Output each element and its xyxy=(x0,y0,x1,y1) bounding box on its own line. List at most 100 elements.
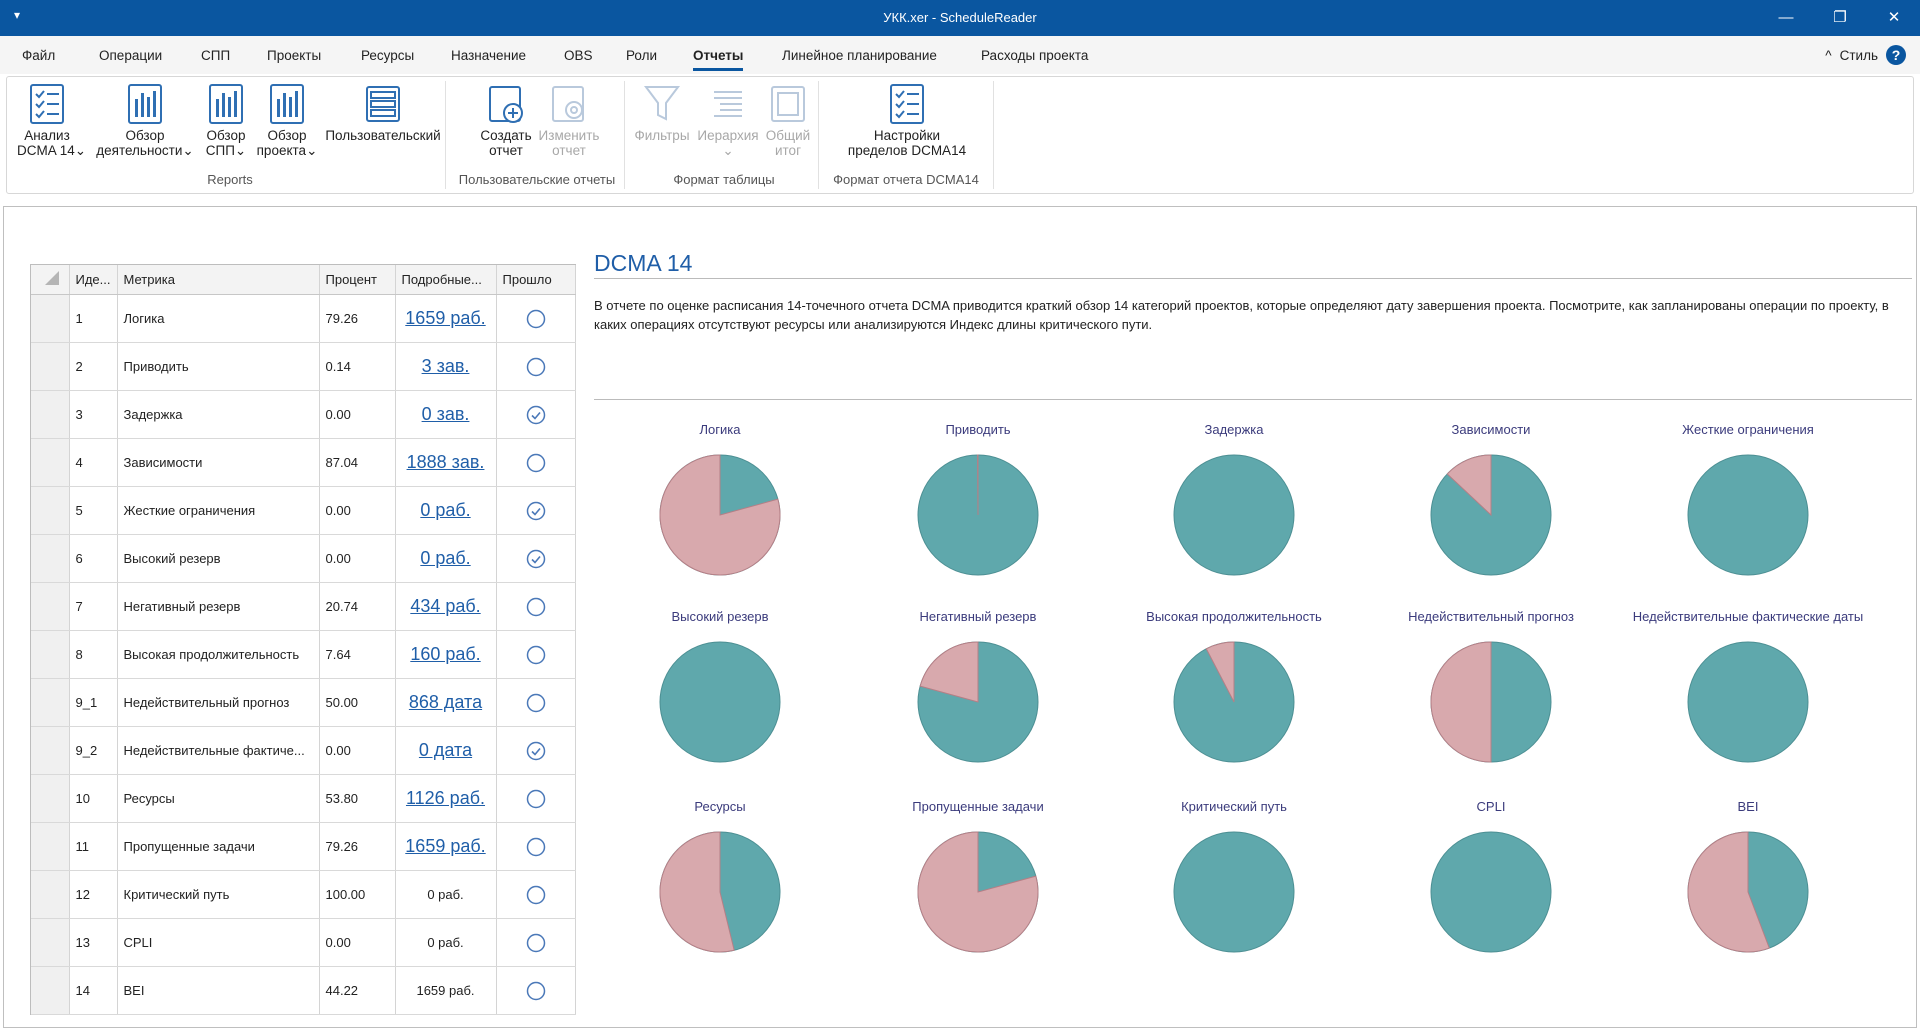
row-selector[interactable] xyxy=(31,486,70,535)
row-selector[interactable] xyxy=(31,390,70,439)
filters-button[interactable]: Фильтры xyxy=(631,83,693,143)
cell-passed xyxy=(496,822,576,871)
details-link[interactable]: 0 раб. xyxy=(420,548,471,568)
table-row[interactable]: 9_2 Недействительные фактиче... 0.00 0 дата xyxy=(31,726,576,775)
menu-linear-planning[interactable]: Линейное планирование xyxy=(782,48,937,63)
table-row[interactable]: 10 Ресурсы 53.80 1126 раб. xyxy=(31,774,576,823)
row-selector[interactable] xyxy=(31,870,70,919)
table-row[interactable]: 6 Высокий резерв 0.00 0 раб. xyxy=(31,534,576,583)
column-header-passed[interactable]: Прошло xyxy=(496,265,576,295)
collapse-ribbon-icon[interactable]: ^ xyxy=(1825,47,1832,63)
menu-roles[interactable]: Роли xyxy=(626,48,658,63)
passed-check-icon xyxy=(526,741,545,760)
details-link[interactable]: 0 дата xyxy=(418,740,473,760)
menu-obs[interactable]: OBS xyxy=(564,48,593,63)
table-row[interactable]: 4 Зависимости 87.04 1888 зав. xyxy=(31,438,576,487)
menu-project-costs[interactable]: Расходы проекта xyxy=(981,48,1089,63)
cell-passed xyxy=(496,678,576,727)
details-link[interactable]: 0 раб. xyxy=(420,500,471,520)
pie-slice-failed xyxy=(1430,641,1492,763)
table-row[interactable]: 13 CPLI 0.00 0 раб. xyxy=(31,918,576,967)
restore-button[interactable]: ❐ xyxy=(1833,9,1847,26)
row-selector[interactable] xyxy=(31,678,70,727)
row-selector[interactable] xyxy=(31,438,70,487)
create-report-button[interactable]: Создать отчет xyxy=(471,83,541,158)
minimize-button[interactable]: — xyxy=(1778,9,1794,26)
cell-passed xyxy=(496,438,576,487)
menu-projects[interactable]: Проекты xyxy=(267,48,322,63)
pie-chart xyxy=(1430,641,1552,763)
menu-file[interactable]: Файл xyxy=(22,48,56,63)
edit-report-button[interactable]: Изменить отчет xyxy=(535,83,603,158)
row-selector[interactable] xyxy=(31,918,70,967)
button-label: DCMA 14 xyxy=(17,143,75,158)
menu-resources[interactable]: Ресурсы xyxy=(361,48,415,63)
row-selector[interactable] xyxy=(31,774,70,823)
column-header-id[interactable]: Иде... xyxy=(69,265,118,295)
column-header-details[interactable]: Подробные... xyxy=(395,265,497,295)
cell-percent: 0.14 xyxy=(319,342,396,391)
menu-assignments[interactable]: Назначение xyxy=(451,48,527,63)
details-link[interactable]: 1659 раб. xyxy=(405,308,486,328)
details-link[interactable]: 868 дата xyxy=(408,692,483,712)
activity-overview-button[interactable]: Обзор деятельности⌄ xyxy=(95,83,195,158)
menu-right-controls: ^ Стиль ? xyxy=(1825,45,1906,65)
grand-total-button[interactable]: Общий итог xyxy=(759,83,817,158)
details-link[interactable]: 1126 раб. xyxy=(405,788,486,808)
passed-check-icon xyxy=(526,501,545,520)
table-row[interactable]: 11 Пропущенные задачи 79.26 1659 раб. xyxy=(31,822,576,871)
ribbon-separator xyxy=(445,81,446,189)
close-button[interactable]: ✕ xyxy=(1887,9,1901,26)
details-link[interactable]: 3 зав. xyxy=(421,356,470,376)
pie-chart xyxy=(1173,454,1295,576)
menu-reports[interactable]: Отчеты xyxy=(693,48,744,71)
report-description: В отчете по оценке расписания 14-точечно… xyxy=(594,298,1889,332)
menu-wbs[interactable]: СПП xyxy=(201,48,231,63)
cell-id: 14 xyxy=(69,966,118,1015)
table-row[interactable]: 14 BEI 44.22 1659 раб. xyxy=(31,966,576,1015)
project-overview-button[interactable]: Обзор проекта⌄ xyxy=(255,83,319,158)
passed-check-icon xyxy=(526,549,545,568)
cell-details: 868 дата xyxy=(395,678,497,727)
menu-operations[interactable]: Операции xyxy=(99,48,163,63)
cell-metric: Приводить xyxy=(117,342,320,391)
table-row[interactable]: 9_1 Недействительный прогноз 50.00 868 дата xyxy=(31,678,576,727)
hierarchy-button[interactable]: Иерархия ⌄ xyxy=(693,83,763,158)
details-link[interactable]: 1888 зав. xyxy=(406,452,485,472)
table-row[interactable]: 7 Негативный резерв 20.74 434 раб. xyxy=(31,582,576,631)
select-all-corner[interactable] xyxy=(31,265,70,295)
table-row[interactable]: 8 Высокая продолжительность 7.64 160 раб. xyxy=(31,630,576,679)
analysis-dcma14-button[interactable]: Анализ DCMA 14⌄ xyxy=(17,83,86,158)
table-row[interactable]: 1 Логика 79.26 1659 раб. xyxy=(31,294,576,343)
help-icon[interactable]: ? xyxy=(1886,45,1906,65)
table-row[interactable]: 3 Задержка 0.00 0 зав. xyxy=(31,390,576,439)
table-row[interactable]: 2 Приводить 0.14 3 зав. xyxy=(31,342,576,391)
style-menu[interactable]: Стиль xyxy=(1839,47,1878,63)
wbs-overview-button[interactable]: Обзор СПП⌄ xyxy=(201,83,251,158)
details-link[interactable]: 0 зав. xyxy=(421,404,470,424)
quick-access-menu-icon[interactable]: ▾ xyxy=(14,8,21,22)
row-selector[interactable] xyxy=(31,294,70,343)
dcma14-limits-settings-button[interactable]: Настройки пределов DCMA14 xyxy=(827,83,987,158)
row-selector[interactable] xyxy=(31,966,70,1015)
pie-title: Недействительные фактические даты xyxy=(1632,609,1864,624)
row-selector[interactable] xyxy=(31,822,70,871)
table-row[interactable]: 5 Жесткие ограничения 0.00 0 раб. xyxy=(31,486,576,535)
pie-slice-base xyxy=(1430,831,1552,953)
pie-title: Высокая продолжительность xyxy=(1146,609,1322,624)
row-selector[interactable] xyxy=(31,726,70,775)
table-row[interactable]: 12 Критический путь 100.00 0 раб. xyxy=(31,870,576,919)
details-link[interactable]: 434 раб. xyxy=(410,596,481,616)
details-link[interactable]: 1659 раб. xyxy=(405,836,486,856)
row-selector[interactable] xyxy=(31,582,70,631)
row-selector[interactable] xyxy=(31,534,70,583)
pie-chart xyxy=(1687,641,1809,763)
custom-report-button[interactable]: Пользовательский xyxy=(321,83,445,143)
group-label-table-format: Формат таблицы xyxy=(673,172,775,187)
column-header-metric[interactable]: Метрика xyxy=(117,265,320,295)
row-selector[interactable] xyxy=(31,342,70,391)
details-link[interactable]: 160 раб. xyxy=(410,644,481,664)
row-selector[interactable] xyxy=(31,630,70,679)
column-header-percent[interactable]: Процент xyxy=(319,265,396,295)
pie-chart xyxy=(1173,641,1295,763)
